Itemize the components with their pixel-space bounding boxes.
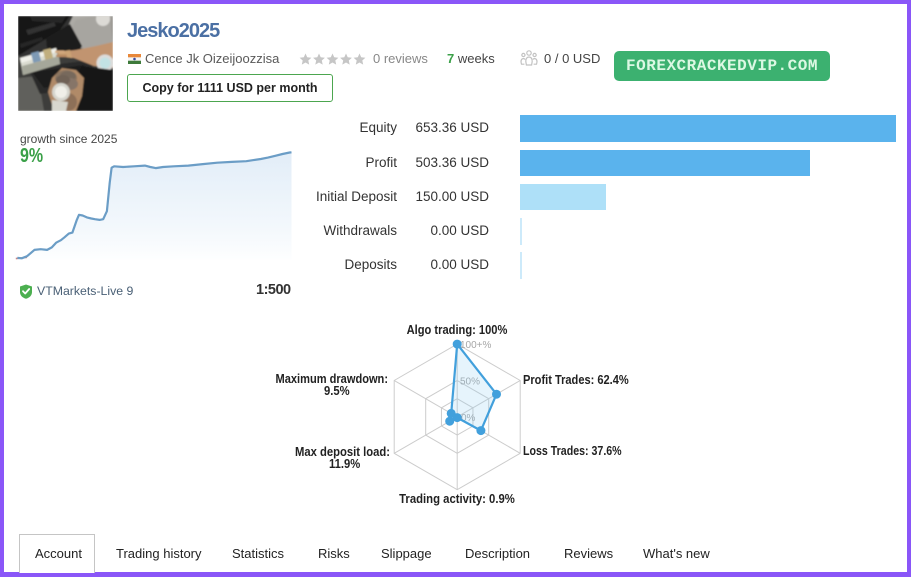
svg-text:100+%: 100+% — [460, 340, 492, 351]
svg-text:0%: 0% — [461, 413, 476, 424]
svg-text:50%: 50% — [460, 377, 480, 388]
